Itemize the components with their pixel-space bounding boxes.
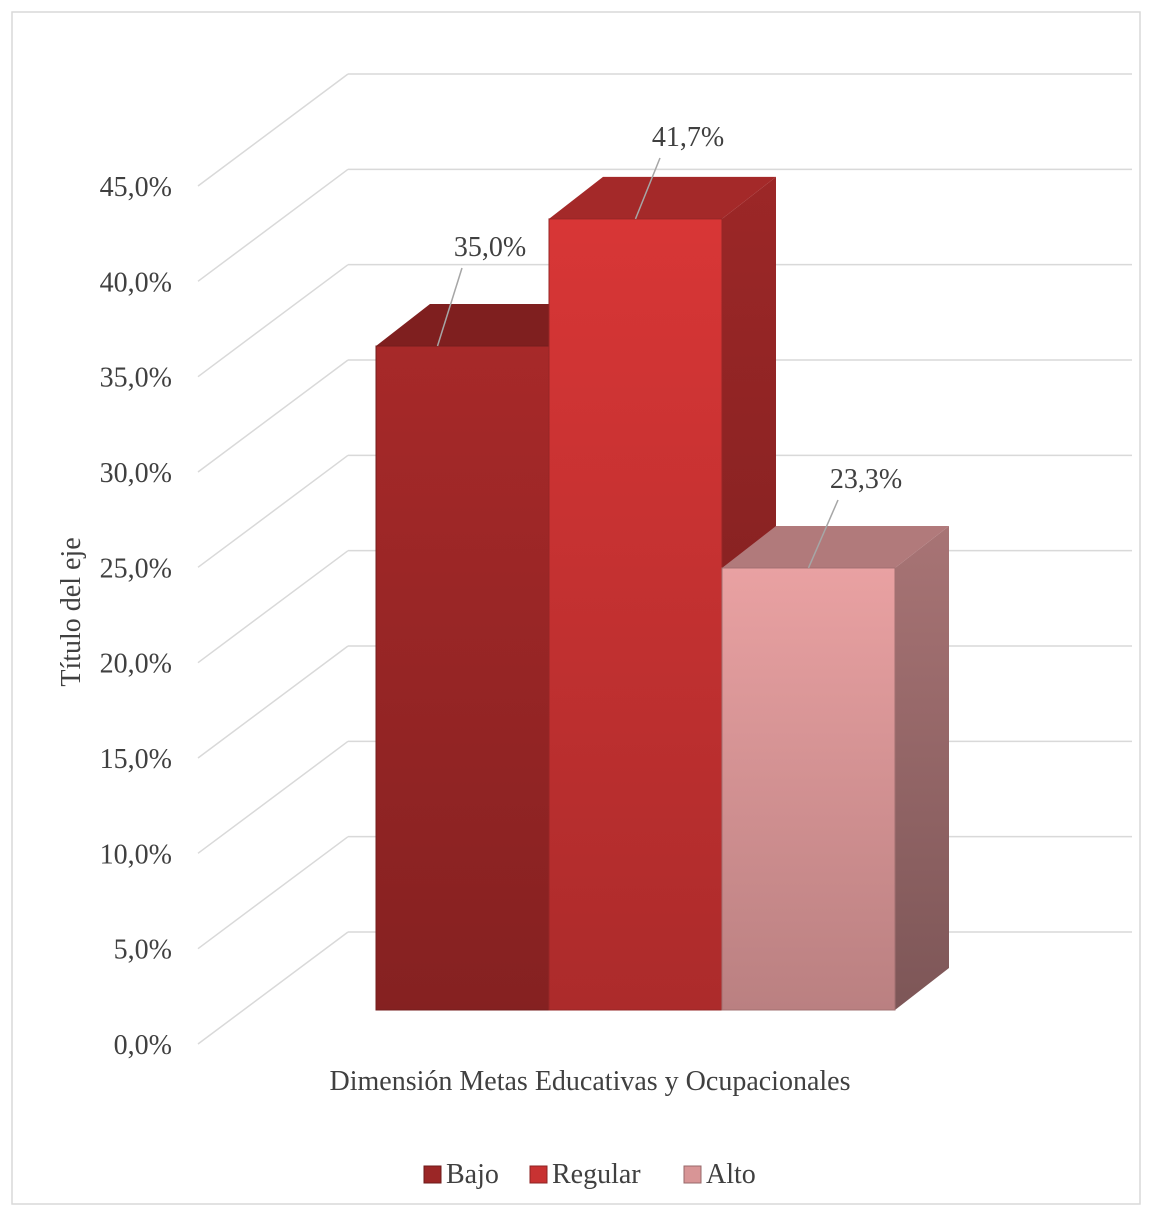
y-tick-label: 10,0% <box>100 839 172 870</box>
y-tick-label: 0,0% <box>114 1030 172 1061</box>
legend: Bajo Regular Alto <box>423 1159 756 1190</box>
y-tick-label: 20,0% <box>100 649 172 680</box>
legend-item-bajo: Bajo <box>423 1159 499 1190</box>
x-axis-title: Dimensión Metas Educativas y Ocupacional… <box>330 1066 851 1097</box>
data-label-leader <box>807 499 839 569</box>
legend-item-alto: Alto <box>683 1159 756 1190</box>
y-tick-label: 25,0% <box>100 553 172 584</box>
legend-swatch <box>423 1165 442 1184</box>
legend-label: Alto <box>706 1159 756 1190</box>
gridline-diagonal <box>197 645 349 759</box>
bar-alto <box>721 525 949 1011</box>
y-axis-ticks: 0,0% 5,0% 10,0% 15,0% 20,0% 25,0% 30,0% 35,0% 40… <box>100 172 172 1061</box>
bar-front-face <box>548 218 723 1011</box>
y-tick-label: 5,0% <box>114 935 172 966</box>
gridline-diagonal <box>197 168 349 282</box>
y-axis-title: Título del eje <box>56 537 87 686</box>
data-label-bajo: 35,0% <box>454 232 526 263</box>
y-tick-label: 45,0% <box>100 172 172 203</box>
y-tick-label: 35,0% <box>100 363 172 394</box>
bar-top-face <box>376 304 603 346</box>
legend-swatch <box>683 1165 702 1184</box>
bar-top-face <box>549 176 776 219</box>
y-tick-label: 15,0% <box>100 744 172 775</box>
gridline-diagonal <box>197 931 349 1045</box>
gridline-diagonal <box>197 454 349 568</box>
bar-front-face <box>375 345 550 1011</box>
data-label-leader <box>436 267 463 347</box>
data-labels: 35,0% 41,7% 23,3% <box>436 122 902 569</box>
gridline-diagonal <box>197 740 349 854</box>
gridline-diagonal <box>197 264 349 378</box>
legend-swatch <box>529 1165 548 1184</box>
bars <box>375 176 949 1011</box>
bar-top-face <box>722 525 949 568</box>
data-label-leader <box>634 157 661 220</box>
gridline-diagonal <box>197 550 349 664</box>
gridline-diagonal <box>197 359 349 473</box>
data-label-alto: 23,3% <box>830 464 902 495</box>
bar-side-face <box>895 525 949 1010</box>
y-tick-label: 40,0% <box>100 267 172 298</box>
gridline-diagonal <box>197 836 349 950</box>
legend-item-regular: Regular <box>529 1159 641 1190</box>
bar-front-face <box>721 567 896 1011</box>
y-tick-label: 30,0% <box>100 458 172 489</box>
legend-label: Bajo <box>446 1159 499 1190</box>
data-label-regular: 41,7% <box>652 122 724 153</box>
gridline-diagonal <box>197 73 349 187</box>
legend-label: Regular <box>552 1159 641 1190</box>
